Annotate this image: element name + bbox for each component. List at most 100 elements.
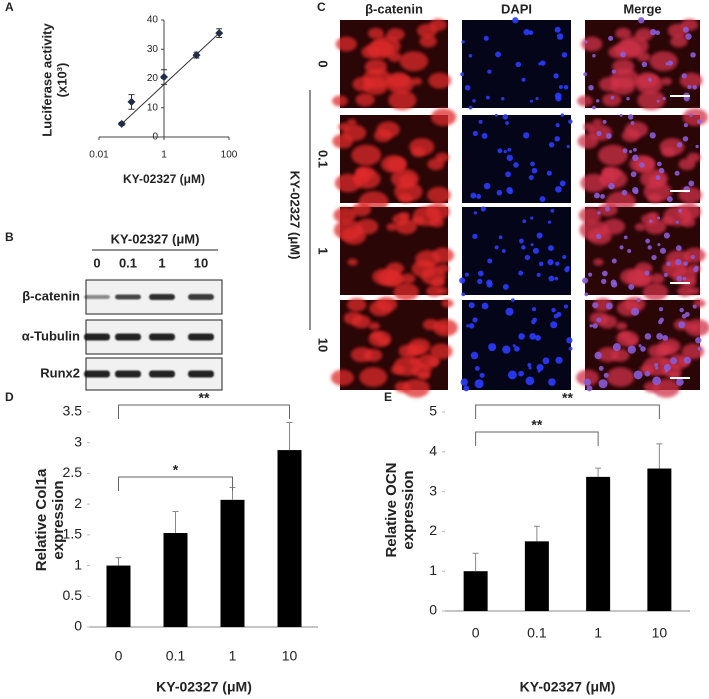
significance-bracket bbox=[475, 404, 660, 419]
cell bbox=[409, 357, 421, 366]
micrograph bbox=[332, 108, 457, 213]
nucleus bbox=[656, 333, 663, 340]
nucleus bbox=[655, 366, 659, 370]
nucleus bbox=[528, 30, 534, 36]
x-axis-label: KY-02327 (μM) bbox=[156, 679, 252, 695]
nucleus bbox=[679, 307, 684, 313]
nucleus bbox=[558, 84, 563, 89]
cell bbox=[642, 283, 669, 301]
nucleus bbox=[474, 366, 480, 371]
nucleus bbox=[515, 61, 522, 68]
significance-label: ** bbox=[562, 390, 573, 406]
nucleus bbox=[561, 52, 568, 58]
nucleus bbox=[521, 245, 526, 250]
nucleus bbox=[518, 370, 524, 377]
error-bar bbox=[286, 421, 293, 451]
nucleus bbox=[640, 346, 646, 352]
blot-band bbox=[84, 333, 110, 341]
nucleus bbox=[477, 278, 483, 285]
cell bbox=[635, 28, 654, 41]
y-tick-label: 5 bbox=[429, 403, 437, 419]
cell bbox=[398, 344, 418, 358]
panel-label: C bbox=[317, 0, 326, 14]
y-tick-label: 4 bbox=[429, 443, 437, 459]
nucleus bbox=[542, 357, 550, 365]
lane-label: 10 bbox=[194, 255, 208, 270]
nucleus bbox=[550, 321, 558, 329]
nucleus bbox=[538, 62, 542, 66]
nucleus bbox=[644, 370, 651, 377]
cell bbox=[432, 247, 455, 263]
nucleus bbox=[652, 376, 661, 386]
nucleus bbox=[555, 261, 560, 266]
cell bbox=[355, 93, 375, 107]
nucleus bbox=[608, 35, 614, 41]
nucleus bbox=[514, 346, 520, 352]
row-label: 10 bbox=[316, 338, 331, 352]
y-axis-label: (x10³) bbox=[54, 63, 69, 98]
nucleus bbox=[666, 261, 671, 267]
nucleus bbox=[470, 192, 477, 199]
cell bbox=[351, 315, 371, 329]
micrograph-background bbox=[462, 115, 571, 203]
nucleus bbox=[619, 245, 624, 250]
cell bbox=[598, 144, 628, 166]
nucleus bbox=[641, 61, 648, 68]
nucleus bbox=[687, 84, 692, 89]
nucleus bbox=[463, 385, 470, 392]
x-tick-label: 100 bbox=[221, 150, 238, 161]
nucleus bbox=[663, 232, 670, 239]
panel-label: D bbox=[5, 390, 14, 404]
cell bbox=[639, 365, 654, 375]
nucleus bbox=[592, 105, 596, 110]
nucleus bbox=[655, 175, 661, 181]
cell bbox=[634, 262, 653, 275]
nucleus bbox=[488, 343, 497, 352]
nucleus bbox=[498, 235, 503, 240]
nucleus bbox=[598, 379, 608, 389]
bar bbox=[524, 541, 549, 611]
nucleus bbox=[539, 196, 546, 202]
cell bbox=[610, 348, 630, 362]
y-tick-label: 0 bbox=[429, 602, 437, 618]
cell bbox=[388, 52, 402, 62]
cell bbox=[386, 157, 407, 172]
cell bbox=[333, 219, 363, 241]
cell bbox=[335, 36, 357, 52]
nucleus bbox=[464, 84, 471, 91]
data-point bbox=[127, 97, 136, 106]
panel-label: E bbox=[384, 390, 392, 404]
nucleus bbox=[507, 147, 512, 152]
nucleus bbox=[476, 194, 482, 199]
cell bbox=[390, 365, 405, 375]
micrograph bbox=[460, 17, 571, 110]
cell bbox=[368, 322, 381, 331]
cell bbox=[577, 95, 593, 107]
nucleus bbox=[621, 189, 628, 196]
nucleus bbox=[568, 119, 573, 124]
nucleus bbox=[638, 17, 645, 24]
y-tick-label: 2 bbox=[74, 495, 82, 511]
nucleus bbox=[501, 96, 505, 101]
cell bbox=[616, 330, 639, 347]
y-tick-label: 20 bbox=[147, 73, 159, 84]
nucleus bbox=[594, 192, 600, 199]
micrograph bbox=[333, 202, 455, 301]
nucleus bbox=[651, 254, 657, 261]
nucleus bbox=[531, 167, 538, 174]
cell bbox=[342, 124, 367, 142]
nucleus bbox=[563, 85, 569, 90]
nucleus bbox=[690, 52, 696, 58]
cell bbox=[598, 315, 618, 329]
nucleus bbox=[477, 270, 484, 277]
cell bbox=[367, 27, 384, 40]
cell bbox=[400, 273, 416, 284]
nucleus bbox=[512, 17, 519, 24]
nucleus bbox=[563, 304, 568, 309]
nucleus bbox=[554, 26, 561, 33]
nucleus bbox=[667, 60, 673, 66]
cell bbox=[649, 51, 678, 72]
cell bbox=[426, 285, 442, 297]
nucleus bbox=[602, 119, 607, 124]
nucleus bbox=[548, 142, 555, 148]
